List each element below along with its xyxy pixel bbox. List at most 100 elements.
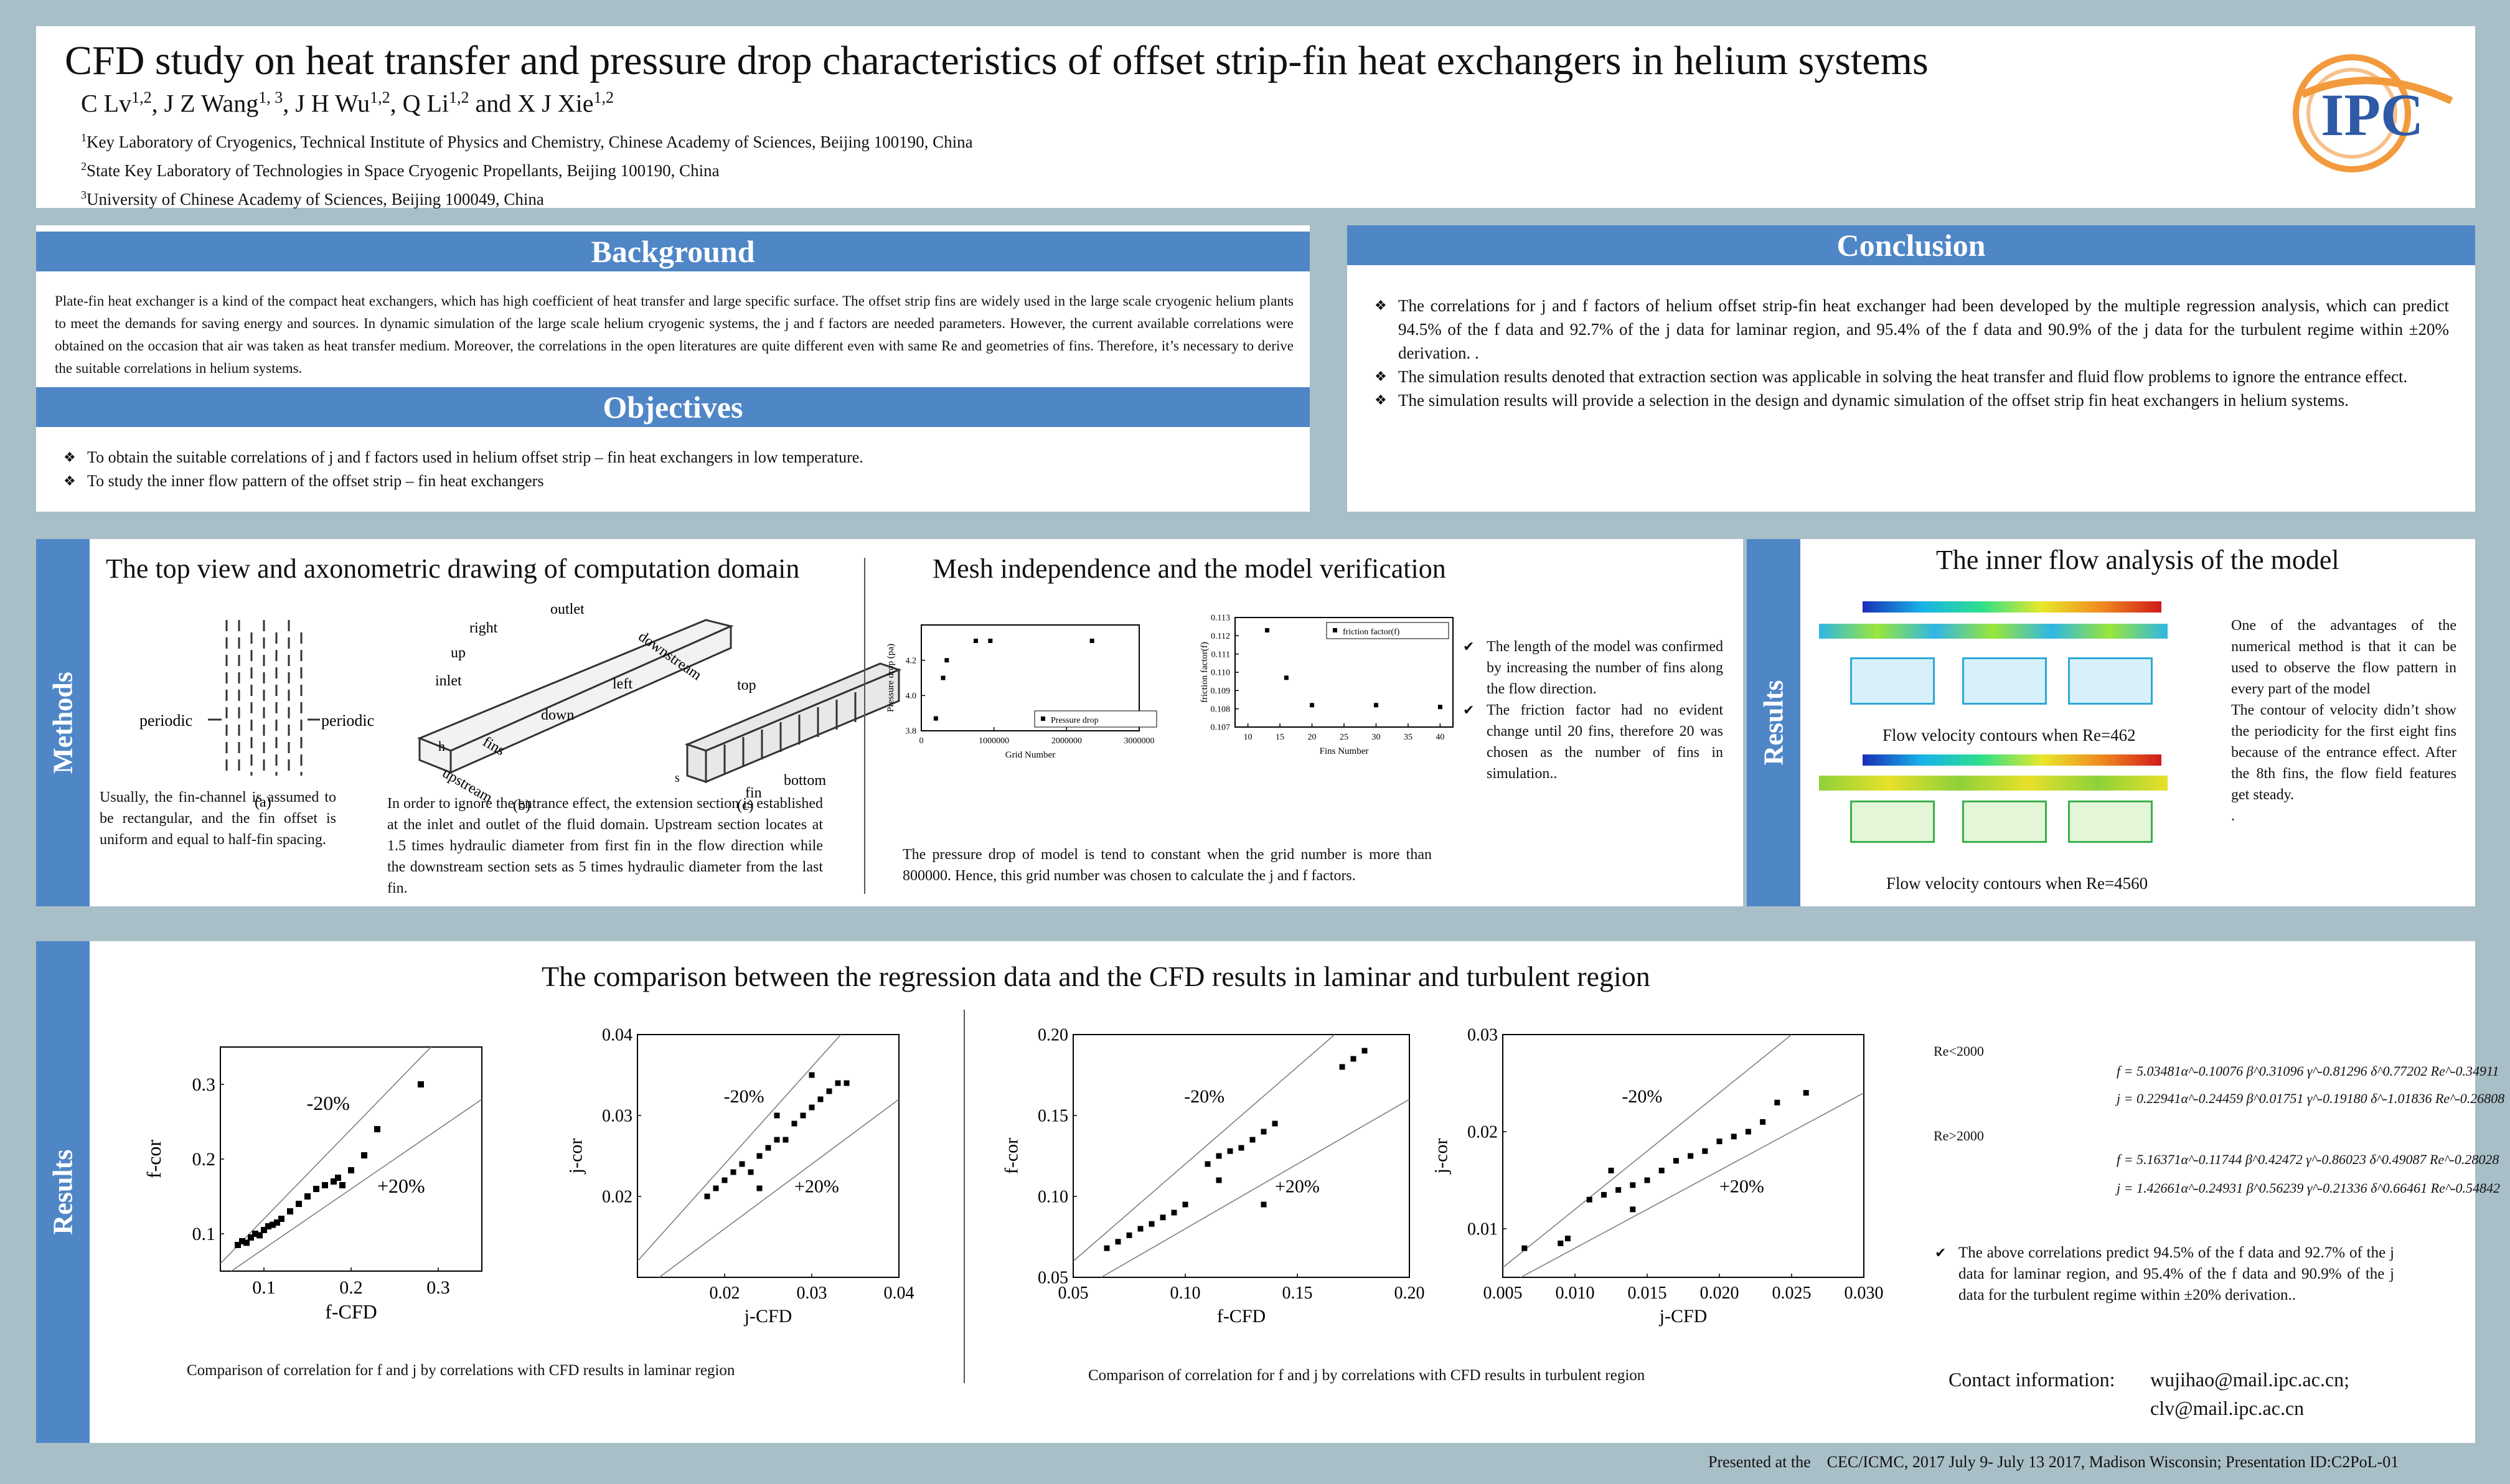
data-point	[783, 1137, 789, 1143]
data-point	[748, 1169, 754, 1175]
data-point	[1745, 1129, 1751, 1135]
data-point	[278, 1216, 284, 1222]
caption-laminar-comparison: Comparison of correlation for f and j by…	[187, 1362, 735, 1379]
j-turbulent-chart: 0.005 0.010 0.015 0.020 0.025 0.030 0.01 0.02 0.…	[1431, 1025, 1884, 1327]
data-point	[835, 1080, 841, 1086]
background-objectives-panel: Background Plate-fin heat exchanger is a…	[36, 225, 1310, 512]
data-point	[348, 1167, 354, 1173]
data-point	[713, 1185, 719, 1191]
label-fin: fin	[745, 785, 762, 801]
contact-email-2[interactable]: clv@mail.ipc.ac.cn	[2150, 1397, 2305, 1419]
data-point	[1673, 1158, 1679, 1164]
affiliation-line: 1Key Laboratory of Cryogenics, Technical…	[81, 131, 973, 151]
legend-label: friction factor(f)	[1343, 627, 1400, 637]
label-c: (c)	[737, 797, 754, 814]
data-point	[1586, 1196, 1592, 1203]
data-point	[974, 639, 978, 643]
conclusion-item: The correlations for j and f factors of …	[1372, 294, 2449, 365]
methods-panel: The top view and axonometric drawing of …	[90, 539, 1743, 906]
data-point	[1216, 1153, 1222, 1159]
data-point	[1373, 703, 1378, 708]
y-tick-label: 4.0	[906, 692, 917, 701]
label-right: right	[469, 620, 498, 636]
data-point	[756, 1153, 763, 1159]
eq-j-turbulent: j = 1.42661α^-0.24931 β^0.56239 γ^-0.213…	[2117, 1180, 2500, 1196]
y-tick-label: 0.3	[192, 1074, 216, 1095]
divider-line	[864, 558, 865, 894]
x-axis-label: f-CFD	[1217, 1306, 1266, 1327]
y-tick-label: 0.110	[1211, 669, 1230, 678]
y-tick-label: 0.111	[1211, 650, 1230, 659]
x-tick-label: 15	[1276, 733, 1284, 742]
data-point	[335, 1175, 341, 1181]
author-name: J H Wu	[295, 89, 370, 118]
label-down: down	[541, 707, 574, 723]
x-tick-label: 0.030	[1845, 1284, 1884, 1303]
f-turbulent-chart: 0.05 0.10 0.15 0.20 0.05 0.10 0.15 0.20 f-CFD f-c…	[1001, 1025, 1424, 1327]
x-tick-label: 0.005	[1483, 1284, 1523, 1303]
author-list: C Lv1,2, J Z Wang1, 3, J H Wu1,2, Q Li1,…	[81, 88, 614, 118]
plot-frame	[1502, 1034, 1864, 1278]
x-axis-label: j-CFD	[744, 1306, 792, 1327]
background-text: Plate-fin heat exchanger is a kind of th…	[55, 293, 1294, 376]
mesh-check-item: The friction factor had no evident chang…	[1462, 700, 1723, 784]
objective-item: To study the inner flow pattern of the o…	[61, 469, 1281, 493]
y-tick-label: 0.107	[1211, 723, 1231, 733]
conclusion-heading: Conclusion	[1347, 225, 2475, 265]
data-point	[374, 1126, 380, 1132]
data-point	[1339, 1064, 1345, 1070]
data-point	[1310, 703, 1315, 708]
data-point	[722, 1177, 728, 1183]
y-tick-label: 0.04	[602, 1025, 632, 1045]
comparison-divider	[964, 1010, 965, 1383]
affiliation-line: 3University of Chinese Academy of Scienc…	[81, 189, 544, 209]
data-point	[1160, 1214, 1166, 1221]
author-name: Q Li	[402, 89, 449, 118]
deviation-band-line	[1503, 1035, 1793, 1268]
data-point	[791, 1120, 797, 1127]
computation-domain-drawing: periodic periodic (a) right outlet up in…	[139, 601, 902, 814]
data-point	[1644, 1177, 1650, 1183]
deviation-band-line	[637, 1035, 842, 1262]
y-axis-label: j-cor	[565, 1139, 586, 1175]
data-point	[1272, 1120, 1278, 1127]
f-laminar-chart: 0.1 0.2 0.3 0.1 0.2 0.3 f-CFD f-cor -20% +20%	[143, 1046, 482, 1323]
annotation-minus-20: -20%	[1622, 1086, 1662, 1107]
correlation-checklist: The above correlations predict 94.5% of …	[1934, 1242, 2394, 1306]
contact-email-1[interactable]: wujihao@mail.ipc.ac.cn;	[2150, 1368, 2350, 1391]
y-axis-label: Pressure drop (pa)	[886, 644, 896, 712]
results-side-label-bottom: Results	[36, 941, 90, 1443]
extension-section-note: In order to ignore the entrance effect, …	[387, 796, 823, 896]
deviation-band-line	[1073, 1035, 1336, 1262]
y-tick-label: 0.108	[1211, 705, 1231, 714]
data-point	[844, 1080, 850, 1086]
top-view-drawing	[208, 620, 320, 776]
y-axis-label: j-cor	[1431, 1139, 1451, 1175]
y-tick-label: 0.15	[1038, 1106, 1068, 1125]
conclusion-panel: Conclusion The correlations for j and f …	[1347, 225, 2475, 512]
inner-flow-panel: The inner flow analysis of the model Flo…	[1800, 539, 2475, 906]
data-point	[988, 639, 993, 643]
x-tick-label: 0.02	[710, 1284, 740, 1303]
logo-text: IPC	[2321, 82, 2423, 148]
author-affiliation-sup: 1,2	[449, 88, 469, 106]
objectives-list: To obtain the suitable correlations of j…	[61, 446, 1281, 493]
y-tick-label: 0.01	[1467, 1219, 1498, 1239]
re-high-label: Re>2000	[1934, 1128, 1984, 1144]
caption-laminar: Flow velocity contours when Re=462	[1882, 726, 2136, 744]
re-low-label: Re<2000	[1934, 1043, 1984, 1059]
data-point	[270, 1221, 276, 1228]
x-tick-label: 25	[1340, 733, 1348, 742]
y-tick-label: 4.2	[906, 656, 917, 665]
x-axis-label: Fins Number	[1320, 746, 1369, 756]
y-tick-label: 0.02	[1467, 1122, 1498, 1142]
data-point	[235, 1242, 241, 1248]
y-tick-label: 0.113	[1211, 614, 1230, 623]
x-tick-label: 0.010	[1556, 1284, 1595, 1303]
data-point	[1600, 1191, 1607, 1198]
y-tick-label: 0.112	[1211, 632, 1230, 641]
data-point	[265, 1223, 271, 1229]
data-point	[944, 658, 949, 663]
data-point	[1760, 1119, 1766, 1125]
author-affiliation-sup: 1,2	[131, 88, 152, 106]
